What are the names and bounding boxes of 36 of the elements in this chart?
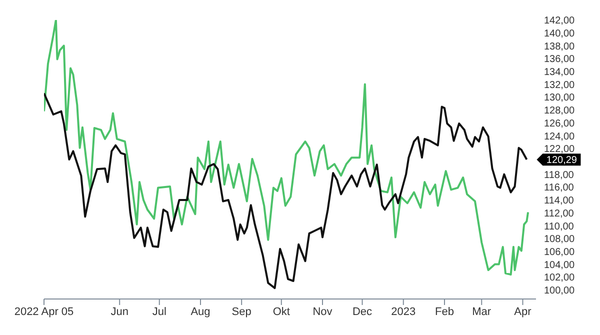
y-tick-label: 112,00 <box>544 208 574 220</box>
y-tick-label: 128,00 <box>544 106 576 117</box>
x-tick-label: 2022 Apr 05 <box>14 306 74 318</box>
y-tick-label: 106,00 <box>544 246 576 258</box>
y-tick-label: 116,00 <box>544 182 574 194</box>
line-series <box>44 20 530 276</box>
x-tick-label: Sep <box>232 306 252 318</box>
y-tick-label: 138,00 <box>544 41 576 52</box>
x-tick-label: Jun <box>110 306 128 318</box>
x-tick-label: Apr <box>514 306 532 318</box>
y-tick-label: 110,00 <box>544 221 574 232</box>
x-tick-label: 2023 <box>391 306 416 318</box>
y-tick-label: 122,00 <box>544 144 576 156</box>
y-tick-label: 104,00 <box>544 260 576 271</box>
y-tick-label: 132,00 <box>544 80 576 91</box>
y-tick-label: 102,00 <box>544 272 576 284</box>
y-tick-label: 134,00 <box>544 66 576 78</box>
y-tick-label: 140,00 <box>544 28 576 40</box>
y-tick-label: 124,00 <box>544 131 576 142</box>
y-tick-label: 130,00 <box>544 92 576 104</box>
y-tick-label: 126,00 <box>544 118 576 130</box>
y-tick-label: 100,00 <box>544 286 576 297</box>
x-tick-label: Jul <box>152 306 166 318</box>
x-tick-label: Feb <box>435 306 454 318</box>
x-tick-label: Nov <box>312 306 333 318</box>
y-tick-label: 114,00 <box>544 196 574 207</box>
x-tick-label: Dec <box>352 306 373 318</box>
line-series <box>44 92 528 290</box>
annotation: 120,29 <box>546 155 578 166</box>
x-tick-label: Aug <box>190 306 210 318</box>
y-tick-label: 136,00 <box>544 54 576 66</box>
x-tick-label: Okt <box>272 306 290 318</box>
x-tick-label: Mar <box>472 306 492 318</box>
y-tick-label: 142,00 <box>544 16 576 27</box>
y-tick-label: 118,00 <box>544 170 574 181</box>
y-tick-label: 108,00 <box>544 234 576 246</box>
